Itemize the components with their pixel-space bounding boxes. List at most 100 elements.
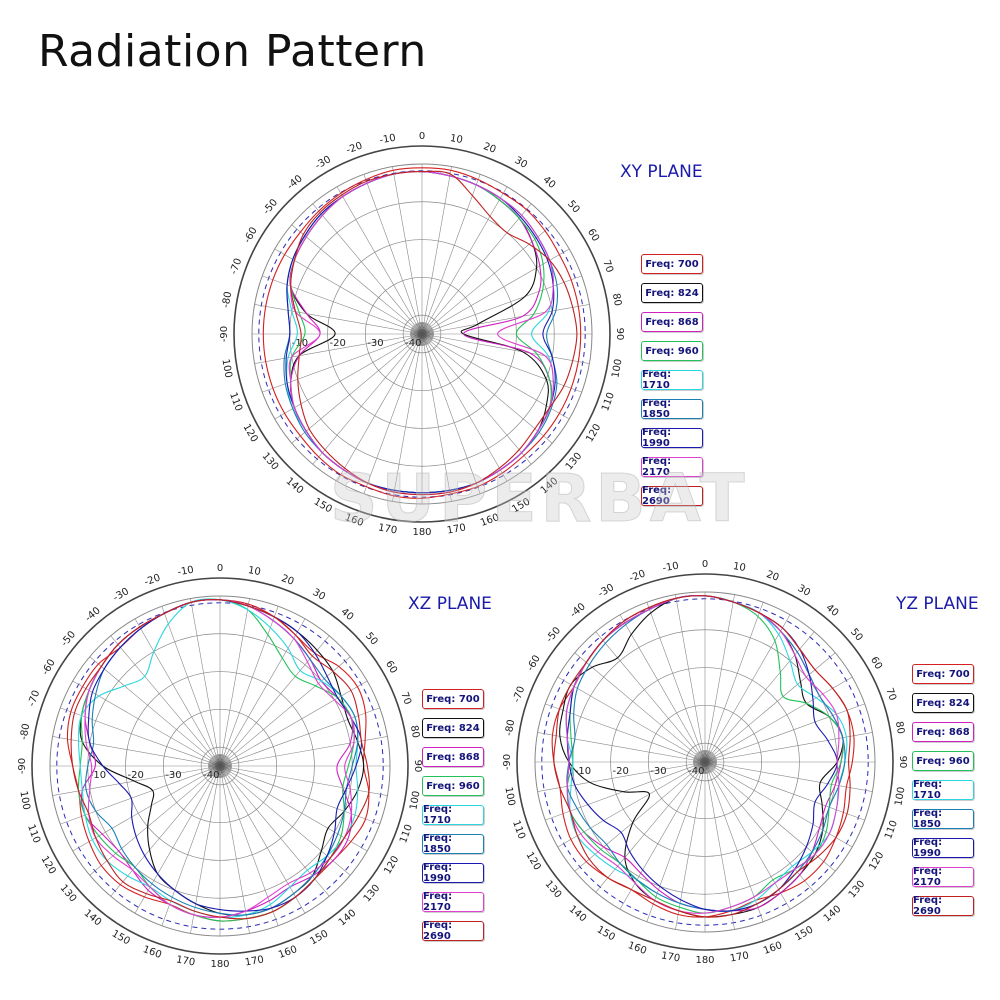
xy-legend: Freq: 700 Freq: 824 Freq: 868 Freq: 960 Freq… [641, 254, 703, 515]
xy-legend-item: Freq: 2170 [641, 456, 703, 478]
xz-legend-item: Freq: 2170 [422, 891, 484, 913]
yz-legend-item: Freq: 868 [912, 722, 974, 742]
xy-angle-label: 170 [446, 522, 467, 536]
xz-outer-ring [31, 577, 409, 955]
xz-legend-item: Freq: 960 [422, 776, 484, 796]
yz-radial-tick-label: -20 [613, 766, 629, 777]
yz-grid-spoke [646, 602, 702, 753]
xz-grid-spoke [72, 680, 212, 762]
xz-angle-label: 160 [277, 944, 299, 961]
xy-grid-spoke [426, 186, 508, 326]
xz-legend-item: Freq: 2690 [422, 920, 484, 942]
yz-grid-spoke [619, 770, 701, 910]
xy-grid-spoke [430, 338, 570, 420]
yz-grid-spoke [619, 614, 701, 754]
yz-legend-item: Freq: 2690 [912, 895, 974, 917]
yz-series-2690 [553, 595, 851, 918]
xy-grid-spoke [392, 343, 421, 502]
yz-angle-label: 170 [729, 950, 750, 964]
xz-grid-spoke [161, 606, 217, 757]
xy-plane-title: XY PLANE [620, 162, 703, 182]
yz-angle-label: 110 [883, 819, 900, 841]
xz-legend-item: Freq: 868 [422, 747, 484, 767]
yz-angle-label: 100 [893, 786, 907, 807]
xy-grid-spoke [428, 203, 532, 327]
yz-grid-spoke [595, 769, 699, 893]
yz-grid-spoke [574, 652, 698, 756]
xz-grid-spoke [229, 767, 388, 796]
xz-plane-title: XZ PLANE [408, 594, 492, 614]
xy-legend-item: Freq: 700 [641, 254, 703, 274]
yz-legend-item: Freq: 700 [912, 664, 974, 684]
yz-angle-label: 60 [868, 655, 884, 672]
yz-angle-label: 170 [660, 950, 681, 964]
yz-grid-spoke [714, 765, 865, 821]
xy-grid-spoke [274, 338, 414, 420]
xy-angle-label: 90 [614, 328, 625, 341]
yz-grid-spoke [706, 594, 735, 753]
yz-angle-label: 160 [762, 940, 784, 957]
xy-grid-spoke [336, 186, 418, 326]
xy-grid-spoke [429, 340, 553, 444]
xz-angle-label: -20 [143, 572, 162, 588]
yz-angle-label: 30 [795, 583, 812, 599]
yz-plane-title: YZ PLANE [896, 594, 979, 614]
xy-angle-label: -90 [219, 326, 230, 342]
xz-angle-label: 120 [382, 854, 401, 876]
yz-grid-spoke [714, 703, 865, 759]
yz-legend-item: Freq: 1710 [912, 779, 974, 801]
xy-grid-spoke [312, 341, 416, 465]
xy-grid-spoke [336, 342, 418, 482]
xz-grid-spoke [110, 635, 214, 759]
xy-legend-item: Freq: 868 [641, 312, 703, 332]
xz-grid-spoke [89, 656, 213, 760]
xy-angle-label: -10 [379, 133, 397, 147]
xy-outer-ring [233, 145, 611, 523]
yz-angle-label: 80 [893, 720, 906, 734]
yz-grid-spoke [711, 631, 815, 755]
xz-angle-label: 30 [310, 587, 327, 603]
xy-angle-label: 120 [584, 422, 603, 444]
xz-angle-label: 150 [308, 928, 330, 947]
xy-grid-spoke [363, 174, 419, 325]
xz-grid-spoke [72, 770, 212, 852]
xz-angle-label: 40 [339, 606, 356, 623]
yz-angle-label: 160 [626, 940, 648, 957]
xz-grid-spoke [110, 773, 214, 897]
xz-grid-spoke [223, 606, 279, 757]
xy-angle-label: 180 [412, 527, 431, 538]
xz-angle-label: 160 [141, 944, 163, 961]
yz-grid-spoke [557, 766, 697, 848]
xy-grid-spoke [425, 174, 481, 325]
yz-angle-label: 0 [702, 559, 708, 570]
xz-angle-label: 80 [408, 724, 421, 738]
xz-angle-label: 0 [217, 563, 223, 574]
yz-grid-spoke [646, 771, 702, 922]
xy-angle-label: -70 [228, 257, 244, 276]
yz-radial-tick-label: -40 [688, 766, 704, 777]
yz-grid-spoke [706, 771, 735, 930]
xz-grid-spoke [227, 656, 351, 760]
xz-angle-label: 170 [175, 954, 196, 968]
xy-series-700 [262, 167, 582, 499]
yz-angle-label: 90 [897, 756, 908, 769]
yz-angle-label: 180 [695, 955, 714, 966]
xz-angle-label: 150 [110, 928, 132, 947]
xz-angle-label: 120 [39, 854, 58, 876]
yz-legend-item: Freq: 960 [912, 751, 974, 771]
yz-angle-label: 10 [732, 561, 746, 574]
xy-grid-spoke [254, 335, 413, 364]
xz-angle-label: -70 [26, 689, 42, 708]
xz-grid-spoke [228, 680, 368, 762]
xz-grid-spoke [190, 598, 219, 757]
xy-grid-spoke [363, 343, 419, 494]
page-title: Radiation Pattern [38, 26, 427, 77]
yz-radial-tick-label: -10 [575, 766, 591, 777]
xy-grid-spoke [291, 224, 415, 328]
yz-grid-spoke [537, 763, 696, 792]
yz-legend-item: Freq: 2170 [912, 866, 974, 888]
xy-grid-spoke [274, 248, 414, 330]
xy-angle-label: 110 [227, 391, 244, 413]
xz-legend-item: Freq: 1710 [422, 804, 484, 826]
